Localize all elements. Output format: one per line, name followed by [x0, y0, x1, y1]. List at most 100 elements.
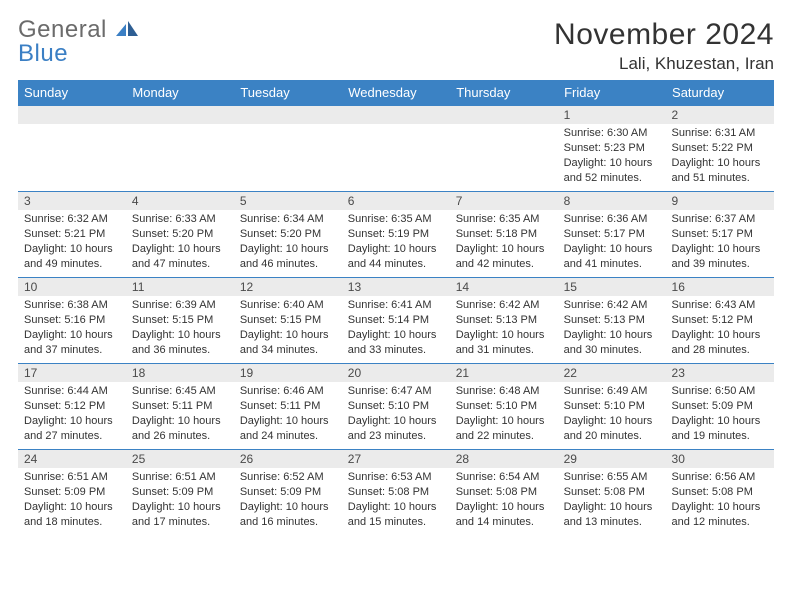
- sunrise-text: Sunrise: 6:46 AM: [240, 384, 336, 399]
- sunset-text: Sunset: 5:14 PM: [348, 313, 444, 328]
- calendar-day-cell: 8Sunrise: 6:36 AMSunset: 5:17 PMDaylight…: [558, 192, 666, 278]
- day-number: 21: [450, 364, 558, 382]
- sunrise-text: Sunrise: 6:43 AM: [672, 298, 768, 313]
- day-content: Sunrise: 6:35 AMSunset: 5:19 PMDaylight:…: [342, 210, 450, 275]
- day-number: [18, 106, 126, 124]
- calendar-day-cell: 21Sunrise: 6:48 AMSunset: 5:10 PMDayligh…: [450, 364, 558, 450]
- sunrise-text: Sunrise: 6:34 AM: [240, 212, 336, 227]
- sunset-text: Sunset: 5:13 PM: [456, 313, 552, 328]
- day-number: 28: [450, 450, 558, 468]
- daylight-text: Daylight: 10 hours and 27 minutes.: [24, 414, 120, 444]
- daylight-text: Daylight: 10 hours and 24 minutes.: [240, 414, 336, 444]
- calendar-page: General Blue November 2024 Lali, Khuzest…: [0, 0, 792, 546]
- day-content: Sunrise: 6:54 AMSunset: 5:08 PMDaylight:…: [450, 468, 558, 533]
- calendar-day-cell: 14Sunrise: 6:42 AMSunset: 5:13 PMDayligh…: [450, 278, 558, 364]
- sunset-text: Sunset: 5:10 PM: [348, 399, 444, 414]
- month-title: November 2024: [554, 18, 774, 52]
- day-content: Sunrise: 6:48 AMSunset: 5:10 PMDaylight:…: [450, 382, 558, 447]
- sunrise-text: Sunrise: 6:37 AM: [672, 212, 768, 227]
- sunrise-text: Sunrise: 6:36 AM: [564, 212, 660, 227]
- day-content: Sunrise: 6:39 AMSunset: 5:15 PMDaylight:…: [126, 296, 234, 361]
- day-number: 17: [18, 364, 126, 382]
- day-number: [126, 106, 234, 124]
- weekday-header: Sunday: [18, 80, 126, 106]
- logo-text: General Blue: [18, 18, 138, 66]
- day-number: 2: [666, 106, 774, 124]
- sunset-text: Sunset: 5:09 PM: [132, 485, 228, 500]
- day-content: Sunrise: 6:36 AMSunset: 5:17 PMDaylight:…: [558, 210, 666, 275]
- day-number: 23: [666, 364, 774, 382]
- calendar-day-cell: 16Sunrise: 6:43 AMSunset: 5:12 PMDayligh…: [666, 278, 774, 364]
- day-number: 26: [234, 450, 342, 468]
- sunset-text: Sunset: 5:18 PM: [456, 227, 552, 242]
- calendar-day-cell: 4Sunrise: 6:33 AMSunset: 5:20 PMDaylight…: [126, 192, 234, 278]
- calendar-day-cell: 5Sunrise: 6:34 AMSunset: 5:20 PMDaylight…: [234, 192, 342, 278]
- sunset-text: Sunset: 5:08 PM: [456, 485, 552, 500]
- calendar-day-cell: 1Sunrise: 6:30 AMSunset: 5:23 PMDaylight…: [558, 106, 666, 192]
- weekday-header: Thursday: [450, 80, 558, 106]
- day-number: 6: [342, 192, 450, 210]
- calendar-day-cell: 27Sunrise: 6:53 AMSunset: 5:08 PMDayligh…: [342, 450, 450, 536]
- day-number: 24: [18, 450, 126, 468]
- day-number: 9: [666, 192, 774, 210]
- daylight-text: Daylight: 10 hours and 37 minutes.: [24, 328, 120, 358]
- sunrise-text: Sunrise: 6:48 AM: [456, 384, 552, 399]
- weekday-header: Friday: [558, 80, 666, 106]
- sunrise-text: Sunrise: 6:56 AM: [672, 470, 768, 485]
- sunrise-text: Sunrise: 6:35 AM: [348, 212, 444, 227]
- weekday-header: Wednesday: [342, 80, 450, 106]
- daylight-text: Daylight: 10 hours and 22 minutes.: [456, 414, 552, 444]
- day-content: Sunrise: 6:53 AMSunset: 5:08 PMDaylight:…: [342, 468, 450, 533]
- sunrise-text: Sunrise: 6:32 AM: [24, 212, 120, 227]
- day-content: Sunrise: 6:31 AMSunset: 5:22 PMDaylight:…: [666, 124, 774, 189]
- day-number: 18: [126, 364, 234, 382]
- day-number: [234, 106, 342, 124]
- sunset-text: Sunset: 5:23 PM: [564, 141, 660, 156]
- day-content: Sunrise: 6:35 AMSunset: 5:18 PMDaylight:…: [450, 210, 558, 275]
- sunrise-text: Sunrise: 6:51 AM: [132, 470, 228, 485]
- calendar-body: 1Sunrise: 6:30 AMSunset: 5:23 PMDaylight…: [18, 106, 774, 536]
- calendar-day-cell: 13Sunrise: 6:41 AMSunset: 5:14 PMDayligh…: [342, 278, 450, 364]
- calendar-week-row: 3 Sunrise: 6:32 AMSunset: 5:21 PM Daylight…: [18, 192, 774, 278]
- day-number: 30: [666, 450, 774, 468]
- day-number: 3: [18, 192, 126, 210]
- day-content: Sunrise: 6:45 AMSunset: 5:11 PMDaylight:…: [126, 382, 234, 447]
- calendar-table: SundayMondayTuesdayWednesdayThursdayFrid…: [18, 80, 774, 536]
- sunset-text: Sunset: 5:09 PM: [24, 485, 120, 500]
- day-number: 10: [18, 278, 126, 296]
- sunset-text: Sunset: 5:12 PM: [672, 313, 768, 328]
- day-number: 7: [450, 192, 558, 210]
- logo-blue-text: Blue: [18, 40, 68, 67]
- sunset-text: Sunset: 5:20 PM: [132, 227, 228, 242]
- sunset-text: Sunset: 5:08 PM: [672, 485, 768, 500]
- sunrise-text: Sunrise: 6:44 AM: [24, 384, 120, 399]
- sunset-text: Sunset: 5:10 PM: [456, 399, 552, 414]
- day-content: Sunrise: 6:49 AMSunset: 5:10 PMDaylight:…: [558, 382, 666, 447]
- calendar-day-cell: 26Sunrise: 6:52 AMSunset: 5:09 PMDayligh…: [234, 450, 342, 536]
- calendar-day-cell: 2Sunrise: 6:31 AMSunset: 5:22 PMDaylight…: [666, 106, 774, 192]
- daylight-text: Daylight: 10 hours and 44 minutes.: [348, 242, 444, 272]
- sunset-text: Sunset: 5:15 PM: [240, 313, 336, 328]
- calendar-day-cell: [234, 106, 342, 192]
- sunset-text: Sunset: 5:09 PM: [240, 485, 336, 500]
- sunset-text: Sunset: 5:20 PM: [240, 227, 336, 242]
- calendar-day-cell: 20Sunrise: 6:47 AMSunset: 5:10 PMDayligh…: [342, 364, 450, 450]
- day-number: 12: [234, 278, 342, 296]
- day-content: Sunrise: 6:37 AMSunset: 5:17 PMDaylight:…: [666, 210, 774, 275]
- calendar-day-cell: [18, 106, 126, 192]
- calendar-week-row: 10Sunrise: 6:38 AMSunset: 5:16 PMDayligh…: [18, 278, 774, 364]
- calendar-day-cell: 9Sunrise: 6:37 AMSunset: 5:17 PMDaylight…: [666, 192, 774, 278]
- calendar-day-cell: 25Sunrise: 6:51 AMSunset: 5:09 PMDayligh…: [126, 450, 234, 536]
- sunset-text: Sunset: 5:08 PM: [564, 485, 660, 500]
- day-number: [342, 106, 450, 124]
- location-text: Lali, Khuzestan, Iran: [554, 54, 774, 74]
- sunrise-text: Sunrise: 6:35 AM: [456, 212, 552, 227]
- sunrise-text: Sunrise: 6:45 AM: [132, 384, 228, 399]
- daylight-text: Daylight: 10 hours and 51 minutes.: [672, 156, 768, 186]
- sunrise-text: Sunrise: 6:30 AM: [564, 126, 660, 141]
- sunrise-text: Sunrise: 6:50 AM: [672, 384, 768, 399]
- day-content: Sunrise: 6:50 AMSunset: 5:09 PMDaylight:…: [666, 382, 774, 447]
- calendar-day-cell: 17Sunrise: 6:44 AMSunset: 5:12 PMDayligh…: [18, 364, 126, 450]
- sunset-text: Sunset: 5:21 PM: [24, 227, 120, 242]
- calendar-day-cell: [450, 106, 558, 192]
